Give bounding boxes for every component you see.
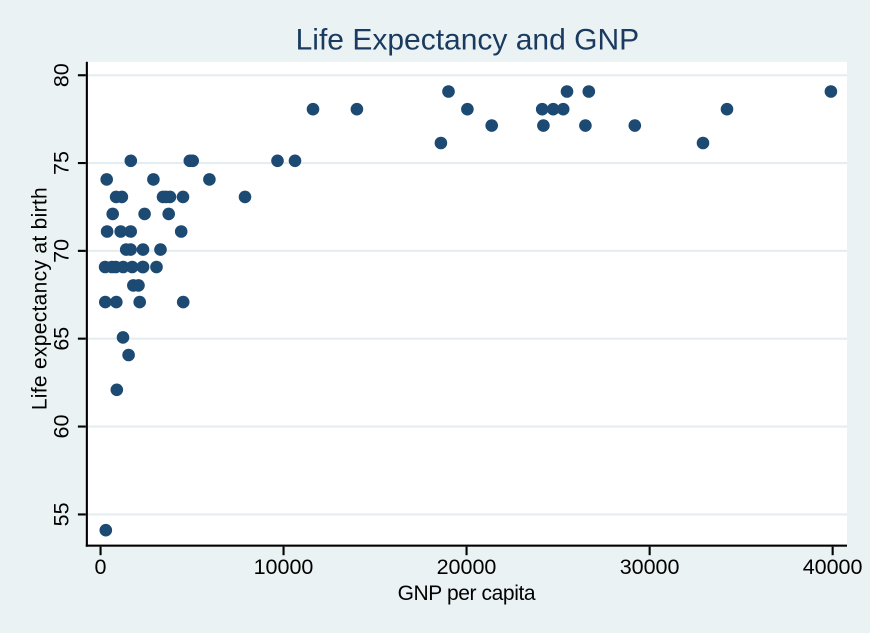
- svg-text:70: 70: [49, 239, 73, 263]
- svg-text:60: 60: [49, 415, 73, 439]
- svg-text:0: 0: [95, 555, 107, 579]
- svg-text:55: 55: [49, 502, 73, 526]
- svg-text:20000: 20000: [437, 555, 497, 579]
- svg-text:GNP per capita: GNP per capita: [398, 582, 536, 605]
- svg-text:Life expectancy at birth: Life expectancy at birth: [29, 187, 52, 410]
- svg-text:80: 80: [49, 63, 73, 87]
- svg-text:Life Expectancy and GNP: Life Expectancy and GNP: [296, 23, 640, 56]
- svg-text:75: 75: [49, 151, 73, 175]
- svg-text:10000: 10000: [254, 555, 314, 579]
- svg-text:40000: 40000: [803, 555, 863, 579]
- svg-text:30000: 30000: [620, 555, 680, 579]
- svg-text:65: 65: [49, 327, 73, 351]
